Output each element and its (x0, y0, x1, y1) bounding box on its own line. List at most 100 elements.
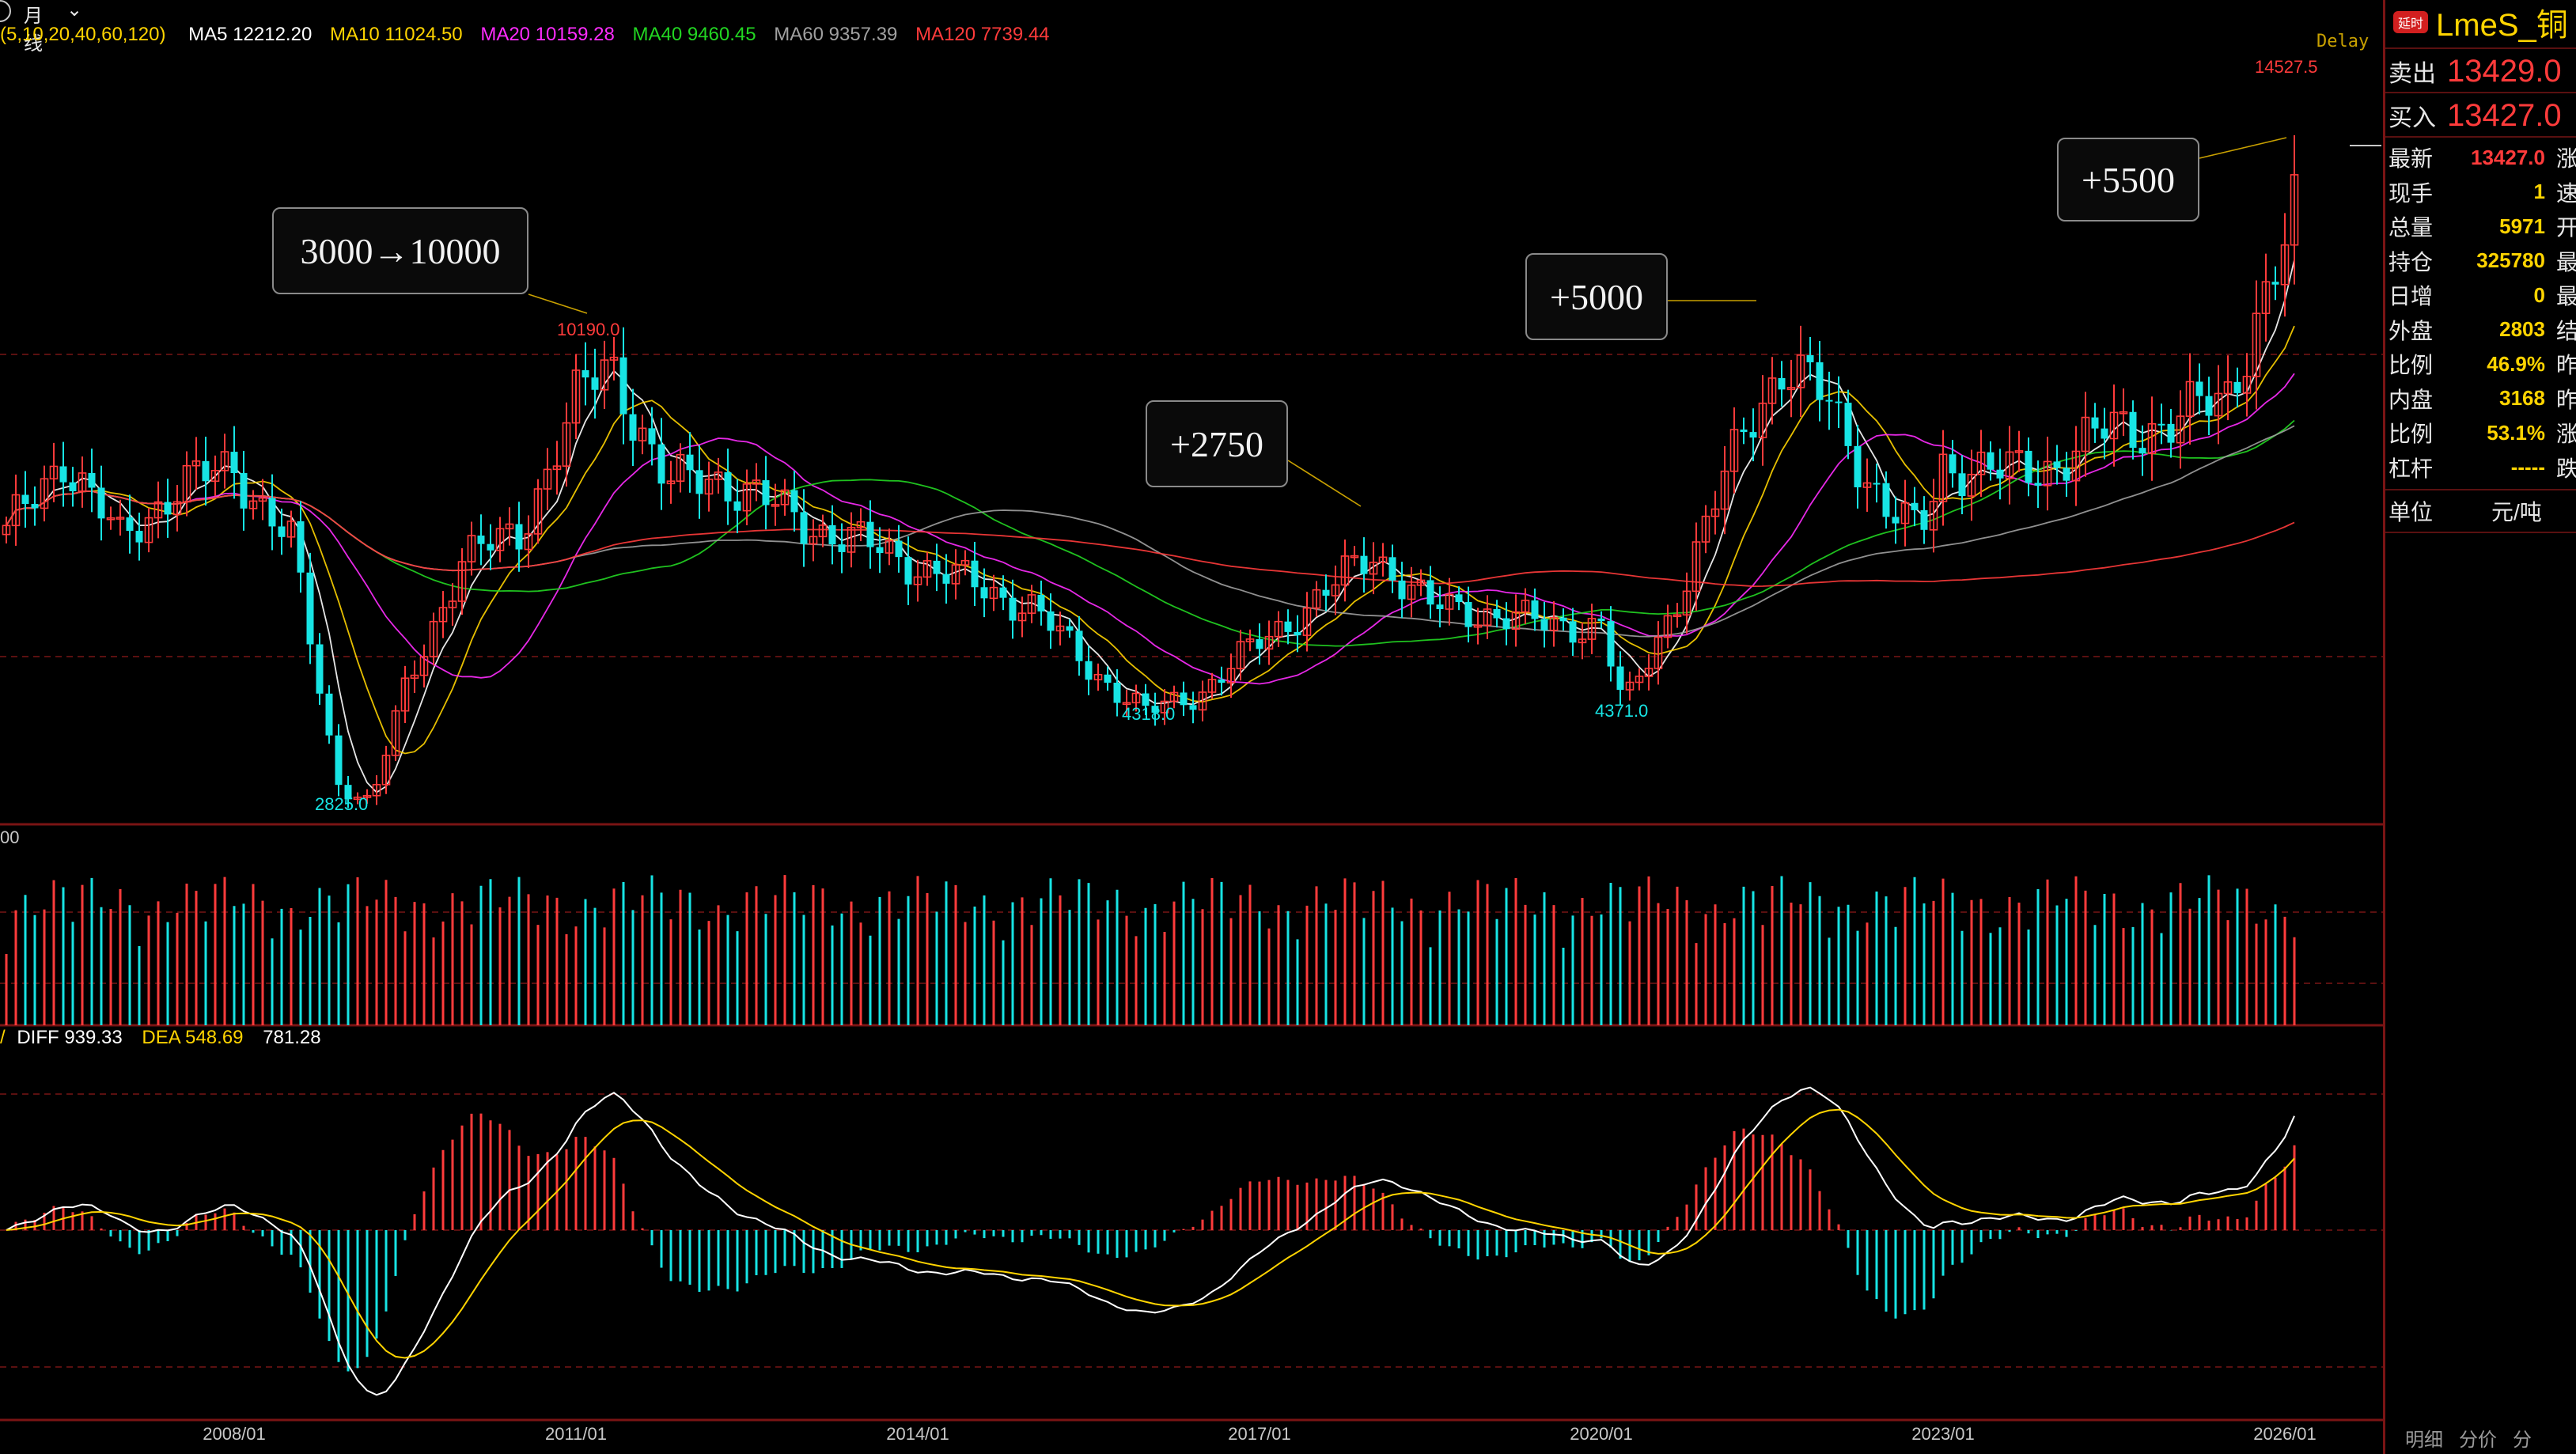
up-candle (1369, 562, 1378, 575)
diff-line (6, 1086, 2295, 1396)
up-candle (676, 453, 685, 482)
stat-value: 13427.0 (2471, 145, 2545, 169)
down-candle (999, 587, 1007, 598)
annotation-plus-5500: +5500 (2057, 138, 2199, 222)
dea-line (6, 1108, 2295, 1359)
unit-row: 单位 元/吨 (2385, 489, 2576, 533)
up-candle (1691, 541, 1701, 593)
date-label-2014: 2014/01 (886, 1424, 949, 1444)
up-candle (1274, 620, 1283, 638)
up-candle (1160, 700, 1169, 714)
down-candle (619, 357, 627, 415)
up-candle (172, 501, 182, 516)
up-candle (1483, 608, 1492, 627)
down-candle (895, 540, 903, 558)
up-candle (1416, 579, 1426, 586)
up-candle (1169, 691, 1179, 702)
down-candle (1180, 692, 1188, 706)
down-candle (591, 377, 599, 390)
date-label-2008: 2008/01 (203, 1424, 266, 1444)
down-candle (1892, 517, 1900, 524)
annotation-pointer (2199, 137, 2287, 159)
up-candle (1340, 555, 1350, 586)
stat-label: 比例 (2388, 422, 2434, 446)
up-candle (600, 359, 609, 391)
tab-price-distribution[interactable]: 分价 (2459, 1429, 2497, 1451)
down-candle (1189, 705, 1197, 710)
ma60-label: MA60 9357.39 (774, 24, 898, 45)
up-candle (220, 451, 229, 471)
down-candle (762, 480, 770, 505)
down-candle (1104, 674, 1112, 683)
down-candle (800, 512, 808, 544)
stat-next-label: 最 (2555, 249, 2576, 275)
stat-label: 最新 (2388, 146, 2434, 171)
down-candle (1958, 473, 1966, 497)
up-candle (1976, 451, 1986, 475)
up-candle (78, 472, 87, 492)
stat-value: 5971 (2499, 214, 2545, 238)
down-candle (1987, 452, 1995, 470)
up-candle (2280, 244, 2290, 286)
down-candle (88, 472, 96, 488)
down-candle (942, 574, 950, 584)
down-candle (21, 494, 29, 505)
down-candle (933, 560, 941, 574)
kline-chart[interactable] (0, 0, 2383, 1454)
up-candle (1226, 668, 1236, 683)
stat-label: 总量 (2388, 215, 2434, 240)
tab-detail[interactable]: 明细 (2405, 1429, 2443, 1451)
chevron-down-icon[interactable]: ⌄ (66, 0, 83, 21)
down-candle (1778, 377, 1786, 390)
macd-params-mark[interactable]: / (0, 1027, 6, 1048)
up-candle (2005, 451, 2014, 479)
up-candle (752, 479, 761, 485)
down-candle (1464, 602, 1472, 627)
macd-histogram (14, 1113, 2296, 1372)
down-candle (1607, 621, 1615, 667)
date-label-2026: 2026/01 (2253, 1424, 2317, 1444)
down-candle (1597, 618, 1605, 622)
stat-row: 日增 0 最 (2385, 278, 2576, 312)
up-candle (1407, 584, 1416, 600)
down-candle (230, 452, 238, 474)
down-candle (2053, 461, 2061, 468)
down-candle (828, 524, 836, 545)
down-candle (724, 471, 732, 502)
up-candle (182, 464, 191, 503)
period-selector[interactable]: 月线 (24, 6, 43, 55)
up-candle (1331, 584, 1340, 596)
ma20-line (6, 373, 2295, 685)
stat-row: 现手 1 速 (2385, 176, 2576, 209)
annotation-pointers (528, 137, 2287, 507)
down-candle (1426, 580, 1434, 605)
up-candle (2176, 415, 2185, 444)
down-candle (1436, 604, 1444, 610)
tab-minute[interactable]: 分 (2513, 1429, 2532, 1451)
down-candle (202, 460, 210, 482)
ma-params[interactable]: (5,10,20,40,60,120) (0, 24, 166, 45)
up-candle (1929, 501, 1938, 531)
down-candle (278, 526, 286, 537)
down-candle (1493, 608, 1501, 619)
symbol-name[interactable]: LmeS_铜 (2436, 8, 2568, 43)
up-candle (2290, 174, 2299, 246)
high-label-2011: 10190.0 (557, 320, 620, 339)
up-candle (1796, 354, 1805, 388)
down-candle (733, 501, 741, 511)
up-candle (1236, 641, 1245, 670)
up-candle (438, 607, 448, 623)
down-candle (648, 428, 656, 445)
up-candle (1578, 638, 1587, 644)
down-candle (2233, 381, 2241, 393)
down-candle (97, 487, 105, 519)
down-candle (316, 644, 324, 694)
stat-next-label: 昨 (2555, 353, 2576, 377)
down-candle (980, 587, 988, 599)
down-candle (790, 490, 798, 513)
stat-next-label: 涨 (2555, 422, 2576, 446)
up-candle (704, 479, 714, 495)
up-candle (1673, 614, 1682, 618)
up-candle (1017, 612, 1027, 622)
up-candle (1445, 593, 1454, 610)
